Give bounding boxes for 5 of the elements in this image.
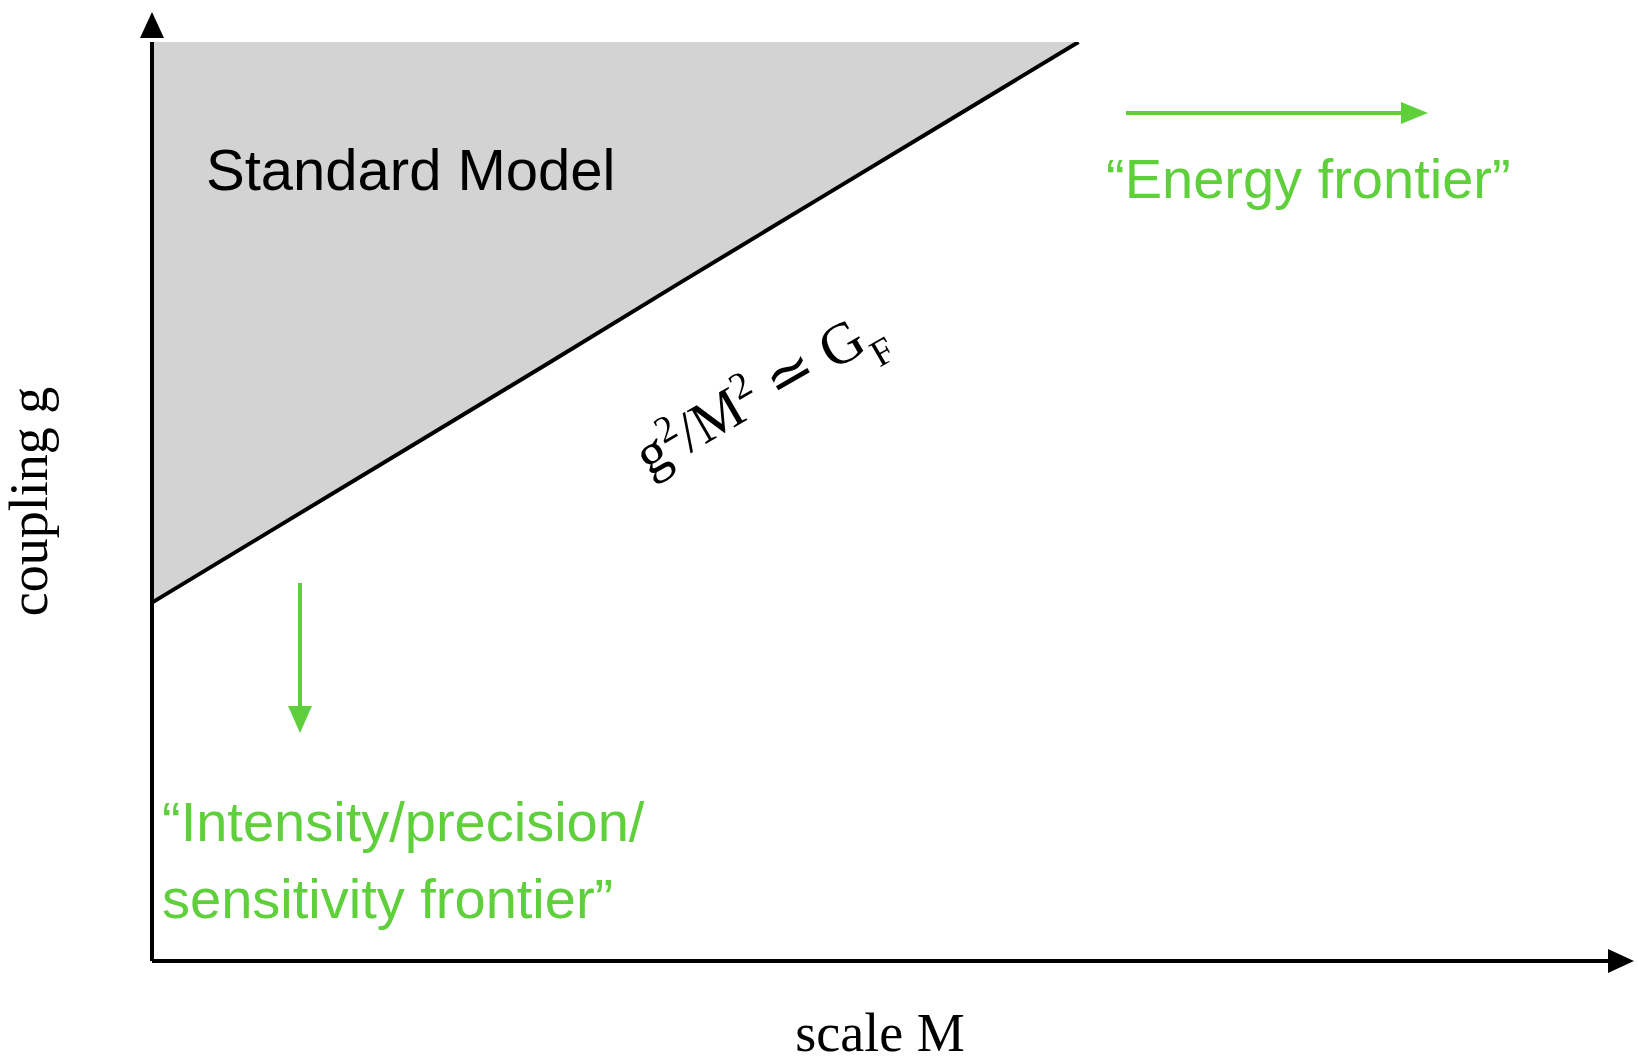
x-axis-title: scale M (795, 1003, 965, 1056)
annotation: “Intensity/precision/ sensitivity frontier” (162, 790, 645, 930)
annotation: Standard Model (206, 137, 616, 202)
y-axis-title: coupling g (0, 386, 60, 617)
annotation: “Energy frontier” (1106, 147, 1511, 210)
